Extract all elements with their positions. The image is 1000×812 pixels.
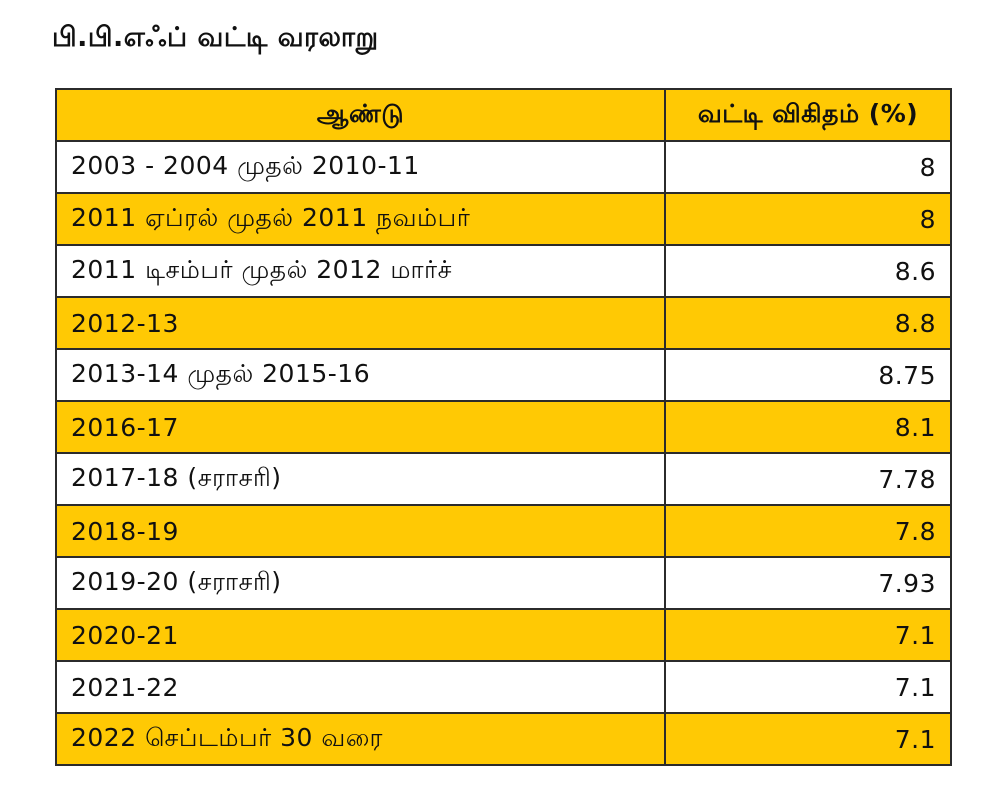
- period-cell: 2012-13: [55, 296, 666, 350]
- rate-cell: 7.8: [664, 504, 952, 558]
- rate-cell: 7.1: [664, 608, 952, 662]
- table-row: 2019-20 (சராசரி) 7.93: [55, 556, 952, 610]
- rate-cell: 8.6: [664, 244, 952, 298]
- period-cell: 2022 செப்டம்பர் 30 வரை: [55, 712, 666, 766]
- rate-cell: 8: [664, 140, 952, 194]
- rate-cell: 7.93: [664, 556, 952, 610]
- period-cell: 2016-17: [55, 400, 666, 454]
- page-title: பி.பி.எஃப் வட்டி வரலாறு: [52, 22, 379, 53]
- table-header-row: ஆண்டு வட்டி விகிதம் (%): [55, 88, 952, 142]
- period-cell: 2019-20 (சராசரி): [55, 556, 666, 610]
- table-row: 2017-18 (சராசரி) 7.78: [55, 452, 952, 506]
- period-cell: 2020-21: [55, 608, 666, 662]
- rate-cell: 7.1: [664, 660, 952, 714]
- table-row: 2016-17 8.1: [55, 400, 952, 454]
- table-row: 2021-22 7.1: [55, 660, 952, 714]
- table-row: 2011 டிசம்பர் முதல் 2012 மார்ச் 8.6: [55, 244, 952, 298]
- rate-cell: 8: [664, 192, 952, 246]
- table-row: 2022 செப்டம்பர் 30 வரை 7.1: [55, 712, 952, 766]
- period-cell: 2021-22: [55, 660, 666, 714]
- table-row: 2020-21 7.1: [55, 608, 952, 662]
- period-cell: 2018-19: [55, 504, 666, 558]
- table-row: 2003 - 2004 முதல் 2010-11 8: [55, 140, 952, 194]
- header-year: ஆண்டு: [55, 88, 666, 142]
- period-cell: 2017-18 (சராசரி): [55, 452, 666, 506]
- rate-cell: 7.1: [664, 712, 952, 766]
- period-cell: 2003 - 2004 முதல் 2010-11: [55, 140, 666, 194]
- header-interest-rate: வட்டி விகிதம் (%): [664, 88, 952, 142]
- table-row: 2011 ஏப்ரல் முதல் 2011 நவம்பர் 8: [55, 192, 952, 246]
- interest-history-table: ஆண்டு வட்டி விகிதம் (%) 2003 - 2004 முதல…: [55, 88, 952, 766]
- table-row: 2018-19 7.8: [55, 504, 952, 558]
- table-row: 2013-14 முதல் 2015-16 8.75: [55, 348, 952, 402]
- table-row: 2012-13 8.8: [55, 296, 952, 350]
- rate-cell: 7.78: [664, 452, 952, 506]
- rate-cell: 8.8: [664, 296, 952, 350]
- rate-cell: 8.75: [664, 348, 952, 402]
- period-cell: 2011 டிசம்பர் முதல் 2012 மார்ச்: [55, 244, 666, 298]
- period-cell: 2011 ஏப்ரல் முதல் 2011 நவம்பர்: [55, 192, 666, 246]
- rate-cell: 8.1: [664, 400, 952, 454]
- period-cell: 2013-14 முதல் 2015-16: [55, 348, 666, 402]
